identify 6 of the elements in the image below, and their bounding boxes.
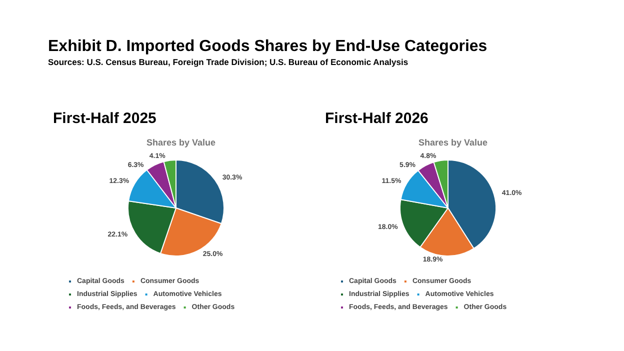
- chart-subtitle: Shares by Value: [418, 138, 488, 148]
- chart-subtitle: Shares by Value: [146, 138, 216, 148]
- source-note: Sources: U.S. Census Bureau, Foreign Trade Division; U.S. Bureau of Economic Analysis: [48, 57, 410, 67]
- chart-title: First-Half 2026: [325, 110, 428, 127]
- text: Exhibit D. Imported Goods Shares by End-Use Categories: [48, 38, 488, 56]
- chart-title: First-Half 2025: [53, 110, 156, 127]
